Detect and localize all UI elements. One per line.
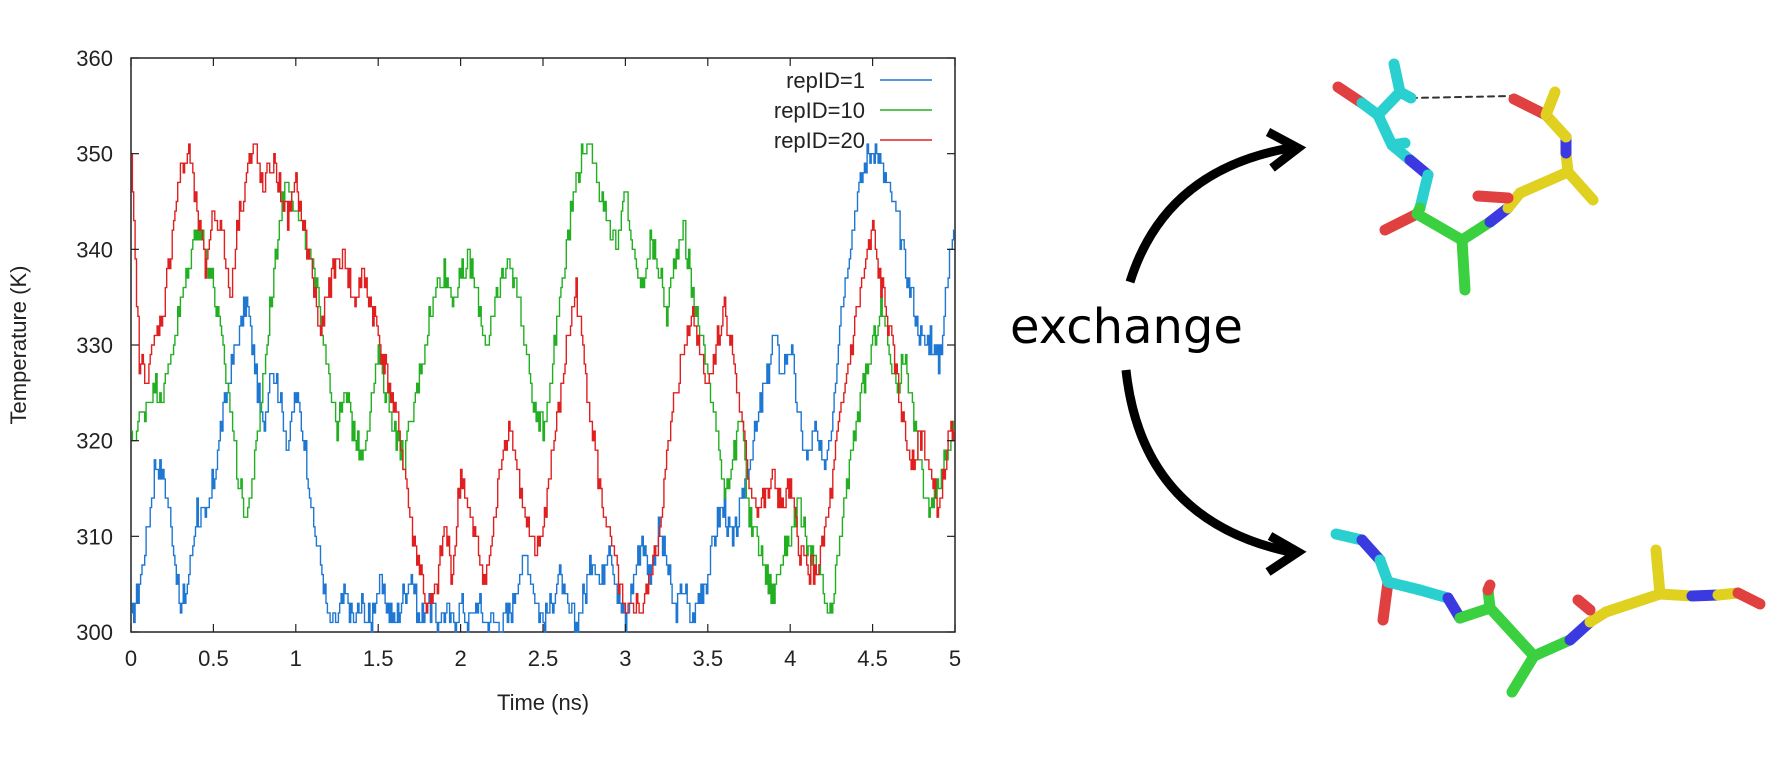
y-axis-label: Temperature (K) <box>6 266 31 425</box>
y-tick-label: 360 <box>76 46 113 71</box>
y-tick-label: 350 <box>76 142 113 167</box>
series-line-1 <box>131 143 955 633</box>
peptide-folded-hbond-icon <box>1332 58 1599 296</box>
x-axis-ticks: 0 0.5 1 1.5 2 2.5 3 3.5 4 4.5 5 <box>125 58 961 671</box>
y-tick-label: 300 <box>76 620 113 645</box>
series-line-2 <box>131 143 955 614</box>
y-tick-label: 310 <box>76 524 113 549</box>
legend-label: repID=10 <box>774 98 865 123</box>
y-tick-label: 320 <box>76 429 113 454</box>
x-tick-label: 4 <box>784 646 796 671</box>
y-tick-label: 340 <box>76 237 113 262</box>
exchange-label: exchange <box>1010 299 1243 355</box>
legend: repID=1 repID=10 repID=20 <box>774 68 932 153</box>
legend-label: repID=1 <box>786 68 865 93</box>
x-tick-label: 4.5 <box>857 646 888 671</box>
x-tick-label: 2.5 <box>528 646 559 671</box>
x-tick-label: 5 <box>949 646 961 671</box>
legend-label: repID=20 <box>774 128 865 153</box>
curved-double-arrow-icon <box>1121 128 1307 576</box>
exchange-diagram: exchange <box>1010 58 1766 698</box>
y-tick-label: 330 <box>76 333 113 358</box>
x-tick-label: 0 <box>125 646 137 671</box>
temperature-chart: 0 0.5 1 1.5 2 2.5 3 3.5 4 4.5 5 300 310 320 330 340 350… <box>6 46 961 715</box>
x-tick-label: 3.5 <box>693 646 724 671</box>
x-axis-label: Time (ns) <box>497 690 589 715</box>
peptide-extended-icon <box>1330 528 1766 698</box>
series-line-3 <box>131 143 955 614</box>
y-axis-ticks: 300 310 320 330 340 350 360 <box>76 46 955 645</box>
x-tick-label: 3 <box>619 646 631 671</box>
x-tick-label: 1.5 <box>363 646 394 671</box>
x-tick-label: 1 <box>290 646 302 671</box>
series-layer <box>131 143 955 633</box>
x-tick-label: 2 <box>454 646 466 671</box>
x-tick-label: 0.5 <box>198 646 229 671</box>
